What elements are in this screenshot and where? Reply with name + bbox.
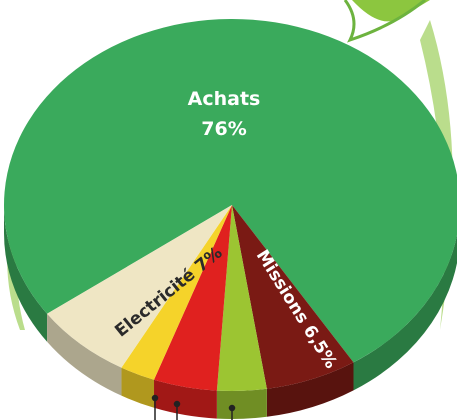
decoration [352,0,430,21]
slice-label: Achats [188,88,261,110]
slice-side [217,389,267,419]
chart: Achats 76% Electricité 7% Missions 6,5% [0,0,457,420]
pie-tops [4,19,457,391]
page: {"chart_data": {"type": "pie", "categori… [0,0,457,420]
slice-value-label: 76% [201,118,246,140]
